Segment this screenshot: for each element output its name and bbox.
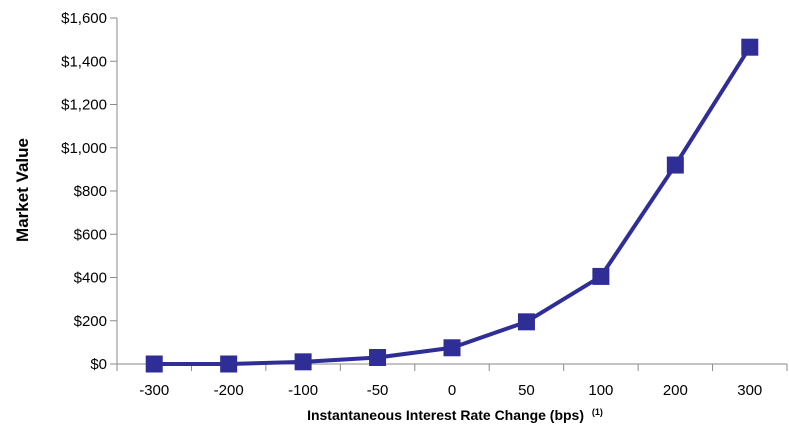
y-tick-label: $800 (74, 183, 107, 200)
y-tick-label: $1,000 (61, 140, 107, 157)
x-tick-label: -300 (139, 382, 169, 399)
data-point-marker (592, 267, 610, 285)
x-tick-label: 0 (448, 382, 456, 399)
x-tick-label: -100 (288, 382, 318, 399)
x-tick-label: -200 (214, 382, 244, 399)
data-point-marker (517, 313, 535, 331)
data-point-marker (220, 355, 238, 373)
data-point-marker (369, 349, 387, 367)
data-point-marker (294, 353, 312, 371)
x-tick-label: 50 (518, 382, 535, 399)
y-tick-label: $1,200 (61, 97, 107, 114)
plot-area: $0 $200 $400 $600 $800 $1,000 $1,200 $1,400 $1,6… (61, 10, 788, 399)
x-tick-label: 200 (663, 382, 688, 399)
x-axis-title-footnote: (1) (592, 407, 603, 417)
x-tick-label: 300 (737, 382, 762, 399)
x-tick-label: 100 (588, 382, 613, 399)
data-point-marker (741, 38, 759, 56)
data-point-marker (443, 339, 461, 357)
y-tick-label: $400 (74, 270, 107, 287)
x-axis-title-text: Instantaneous Interest Rate Change (bps) (307, 407, 584, 423)
data-point-marker (145, 355, 163, 373)
y-tick-label: $600 (74, 226, 107, 243)
data-point-marker (666, 156, 684, 174)
series-line (154, 46, 752, 366)
y-axis-title: Market Value (13, 138, 32, 242)
y-tick-label: $1,600 (61, 10, 107, 27)
y-tick-label: $200 (74, 313, 107, 330)
x-tick-label: -50 (367, 382, 389, 399)
y-tick-label: $0 (90, 356, 107, 373)
x-axis-title: Instantaneous Interest Rate Change (bps)… (307, 407, 603, 423)
y-tick-label: $1,400 (61, 53, 107, 70)
